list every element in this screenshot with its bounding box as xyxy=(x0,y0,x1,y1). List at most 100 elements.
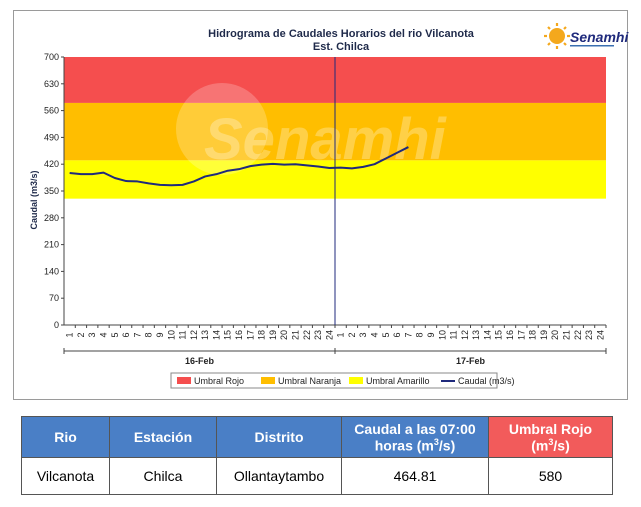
y-tick-label: 490 xyxy=(44,132,59,142)
x-tick-label: 18 xyxy=(528,330,538,340)
sun-icon xyxy=(544,23,570,49)
x-tick-label: 4 xyxy=(99,332,109,337)
x-tick-label: 21 xyxy=(290,330,300,340)
x-ticks: 1 2 3 4 5 6 7 8 9 10 11 12 13 14 15 16 17 18 19 20 21 22 23 24 1… xyxy=(65,325,607,340)
x-tick-label: 2 xyxy=(347,332,357,337)
cell-estacion: Chilca xyxy=(109,457,217,495)
x-tick-label: 15 xyxy=(223,330,233,340)
header-umbral-text: Umbral Rojo (m xyxy=(508,420,593,454)
header-caudal-text: Caudal a las 07:00 horas (m xyxy=(354,420,476,454)
y-tick-label: 280 xyxy=(44,213,59,223)
table-row: Vilcanota Chilca Ollantaytambo 464.81 58… xyxy=(21,457,613,495)
y-tick-label: 0 xyxy=(54,320,59,330)
y-tick-label: 210 xyxy=(44,240,59,250)
y-tick-label: 560 xyxy=(44,106,59,116)
x-tick-label: 17 xyxy=(245,330,255,340)
x-tick-label: 11 xyxy=(178,330,188,339)
y-tick-label: 420 xyxy=(44,159,59,169)
x-tick-label: 23 xyxy=(313,330,323,340)
senamhi-logo: Senamhi xyxy=(544,23,629,49)
x-tick-label: 8 xyxy=(415,332,425,337)
y-ticks: 0 70 140 210 280 350 420 490 560 630 700 xyxy=(44,52,64,330)
x-tick-label: 10 xyxy=(166,330,176,340)
x-tick-label: 24 xyxy=(324,330,334,340)
x-tick-label: 1 xyxy=(65,332,75,337)
legend-label: Caudal (m3/s) xyxy=(458,376,515,386)
x-tick-label: 11 xyxy=(449,330,459,339)
x-tick-label: 16 xyxy=(234,330,244,340)
x-tick-label: 14 xyxy=(211,330,221,340)
cell-umbral-rojo: 580 xyxy=(488,457,613,495)
header-caudal-tail: /s xyxy=(438,437,451,454)
legend-label: Umbral Naranja xyxy=(278,376,341,386)
x-tick-label: 6 xyxy=(121,332,131,337)
day-label: 16-Feb xyxy=(185,356,215,366)
x-tick-label: 3 xyxy=(358,332,368,337)
x-tick-label: 7 xyxy=(132,332,142,337)
x-tick-label: 2 xyxy=(76,332,86,337)
legend-swatch xyxy=(177,377,191,384)
x-tick-label: 8 xyxy=(144,332,154,337)
x-tick-label: 23 xyxy=(584,330,594,340)
legend-swatch xyxy=(349,377,363,384)
x-tick-label: 10 xyxy=(437,330,447,340)
chart-subtitle: Est. Chilca xyxy=(313,41,370,53)
header-umbral-rojo: Umbral Rojo (m3/s) xyxy=(488,416,613,458)
x-tick-label: 9 xyxy=(155,332,165,337)
data-table: Rio Estación Distrito Caudal a las 07:00… xyxy=(21,416,613,495)
x-tick-label: 19 xyxy=(268,330,278,340)
x-tick-label: 5 xyxy=(381,332,391,337)
day-label: 17-Feb xyxy=(456,356,486,366)
x-tick-label: 19 xyxy=(539,330,549,340)
x-tick-label: 22 xyxy=(302,330,312,340)
table-header-row: Rio Estación Distrito Caudal a las 07:00… xyxy=(21,416,613,458)
header-rio: Rio xyxy=(21,416,110,458)
x-tick-label: 22 xyxy=(573,330,583,340)
x-tick-label: 12 xyxy=(460,330,470,340)
x-tick-label: 9 xyxy=(426,332,436,337)
series-group xyxy=(69,146,409,187)
chart-panel: Hidrograma de Caudales Horarios del rio … xyxy=(13,10,629,400)
x-tick-label: 21 xyxy=(561,330,571,340)
x-tick-label: 7 xyxy=(403,332,413,337)
x-tick-label: 18 xyxy=(257,330,267,340)
legend-label: Umbral Rojo xyxy=(194,376,244,386)
x-tick-label: 13 xyxy=(471,330,481,340)
x-tick-label: 3 xyxy=(87,332,97,337)
x-tick-label: 24 xyxy=(595,330,605,340)
x-tick-label: 12 xyxy=(189,330,199,340)
x-tick-label: 15 xyxy=(494,330,504,340)
x-tick-label: 5 xyxy=(110,332,120,337)
y-axis-label: Caudal (m3/s) xyxy=(29,170,39,229)
day-labels: 16-Feb 17-Feb xyxy=(63,348,607,366)
x-tick-label: 1 xyxy=(336,332,346,337)
watermark: Senamhi xyxy=(176,83,448,175)
header-caudal: Caudal a las 07:00 horas (m3/s) xyxy=(341,416,489,458)
header-umbral-sup: 3 xyxy=(548,436,554,447)
cell-rio: Vilcanota xyxy=(21,457,110,495)
x-tick-label: 4 xyxy=(370,332,380,337)
header-umbral-tail: /s xyxy=(553,437,566,454)
legend-swatch xyxy=(261,377,275,384)
watermark-text: Senamhi xyxy=(204,107,448,172)
y-tick-label: 70 xyxy=(49,293,59,303)
hydrograph-chart: Hidrograma de Caudales Horarios del rio … xyxy=(29,23,629,389)
cell-caudal: 464.81 xyxy=(341,457,489,495)
header-caudal-close: ) xyxy=(450,437,456,454)
y-tick-label: 630 xyxy=(44,79,59,89)
x-tick-label: 13 xyxy=(200,330,210,340)
legend-box xyxy=(170,372,498,389)
x-tick-label: 20 xyxy=(550,330,560,340)
header-distrito: Distrito xyxy=(216,416,342,458)
x-tick-label: 17 xyxy=(516,330,526,340)
x-tick-label: 16 xyxy=(505,330,515,340)
y-tick-label: 350 xyxy=(44,186,59,196)
x-tick-label: 6 xyxy=(392,332,402,337)
legend-label: Umbral Amarillo xyxy=(366,376,430,386)
series-line-caudal xyxy=(69,146,409,187)
x-tick-label: 20 xyxy=(279,330,289,340)
x-tick-label: 14 xyxy=(482,330,492,340)
header-estacion: Estación xyxy=(109,416,217,458)
header-umbral-close: ) xyxy=(565,437,570,454)
logo-text: Senamhi xyxy=(570,29,629,45)
